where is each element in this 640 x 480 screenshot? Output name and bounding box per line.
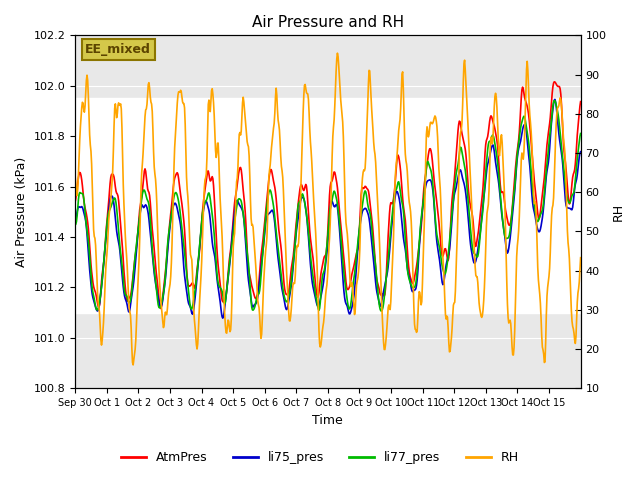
Title: Air Pressure and RH: Air Pressure and RH	[252, 15, 404, 30]
Text: EE_mixed: EE_mixed	[85, 43, 151, 56]
Y-axis label: Air Pressure (kPa): Air Pressure (kPa)	[15, 156, 28, 267]
X-axis label: Time: Time	[312, 414, 343, 427]
Y-axis label: RH: RH	[612, 203, 625, 221]
Bar	[75, 98, 580, 312]
Legend: AtmPres, li75_pres, li77_pres, RH: AtmPres, li75_pres, li77_pres, RH	[116, 446, 524, 469]
